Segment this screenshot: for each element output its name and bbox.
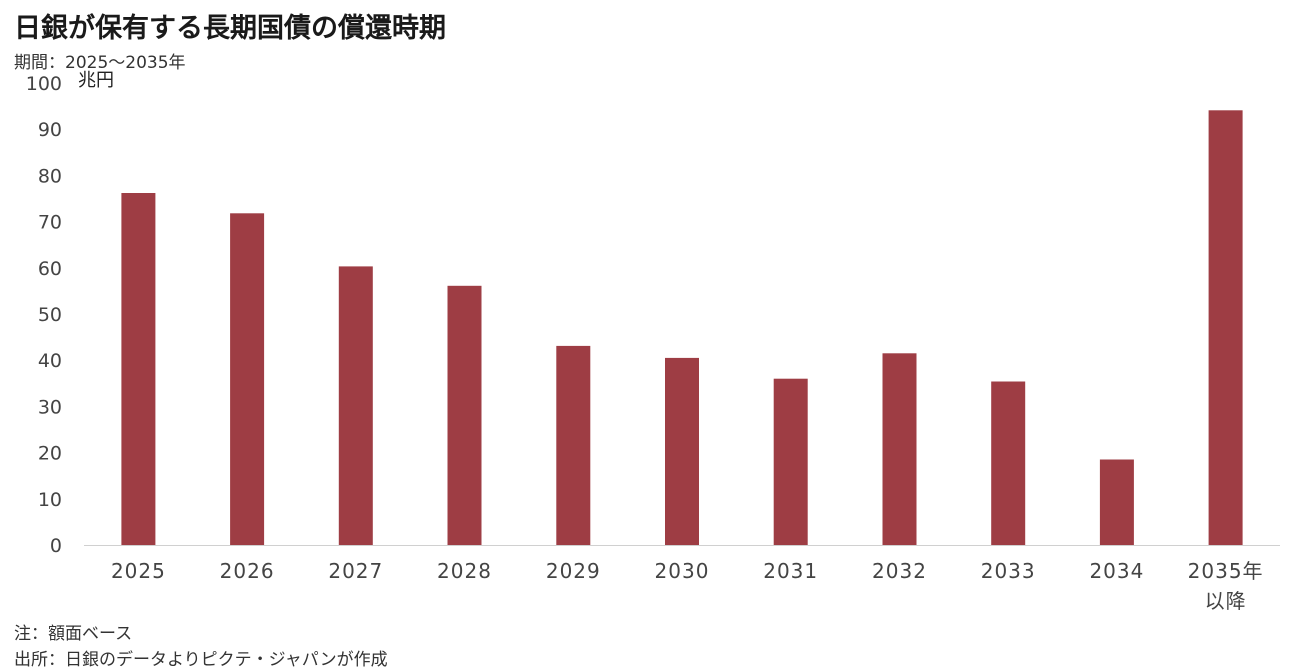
- y-tick-label: 90: [38, 119, 62, 141]
- x-tick-label: 2031: [763, 559, 818, 583]
- bar: [230, 213, 265, 546]
- y-tick-label: 80: [38, 165, 62, 187]
- y-tick-label: 0: [50, 535, 62, 557]
- bar: [773, 378, 808, 545]
- x-tick-label: 2027: [328, 559, 383, 583]
- bar: [1099, 459, 1134, 545]
- x-tick-label: 2028: [437, 559, 492, 583]
- footnote-source: 出所：日銀のデータよりピクテ・ジャパンが作成: [14, 650, 388, 670]
- y-tick-label: 100: [26, 73, 62, 95]
- x-tick-label: 以降: [1205, 589, 1247, 613]
- bar: [556, 345, 591, 545]
- x-tick-label: 2025: [111, 559, 166, 583]
- chart-title: 日銀が保有する長期国債の償還時期: [14, 13, 446, 44]
- x-tick-label: 2032: [872, 559, 927, 583]
- bars-group: [121, 110, 1243, 546]
- footnote-basis: 注：額面ベース: [14, 624, 133, 644]
- x-axis-ticks: 2025 2026 2027 2028 2029 2030 2031 2032 2033 2034…: [111, 559, 1264, 613]
- bar: [991, 381, 1026, 545]
- x-tick-label: 2030: [655, 559, 710, 583]
- y-axis-ticks: 0 10 20 30 40 50 60 70 80 90 100: [26, 73, 62, 557]
- y-axis-unit-label: 兆円: [78, 70, 114, 91]
- y-tick-label: 30: [38, 396, 62, 418]
- x-tick-label: 2034: [1089, 559, 1144, 583]
- y-tick-label: 10: [38, 489, 62, 511]
- x-tick-label: 2026: [220, 559, 275, 583]
- y-tick-label: 40: [38, 350, 62, 372]
- y-tick-label: 60: [38, 258, 62, 280]
- x-tick-label: 2035年: [1188, 559, 1264, 583]
- bar: [338, 266, 373, 545]
- y-tick-label: 20: [38, 443, 62, 465]
- bar: [882, 353, 917, 545]
- y-tick-label: 70: [38, 212, 62, 234]
- x-tick-label: 2029: [546, 559, 601, 583]
- y-tick-label: 50: [38, 304, 62, 326]
- bar: [447, 285, 482, 545]
- bar: [1208, 110, 1243, 546]
- chart-subtitle: 期間：2025～2035年: [14, 53, 186, 73]
- x-tick-label: 2033: [981, 559, 1036, 583]
- bar: [121, 193, 156, 545]
- bar: [665, 357, 699, 545]
